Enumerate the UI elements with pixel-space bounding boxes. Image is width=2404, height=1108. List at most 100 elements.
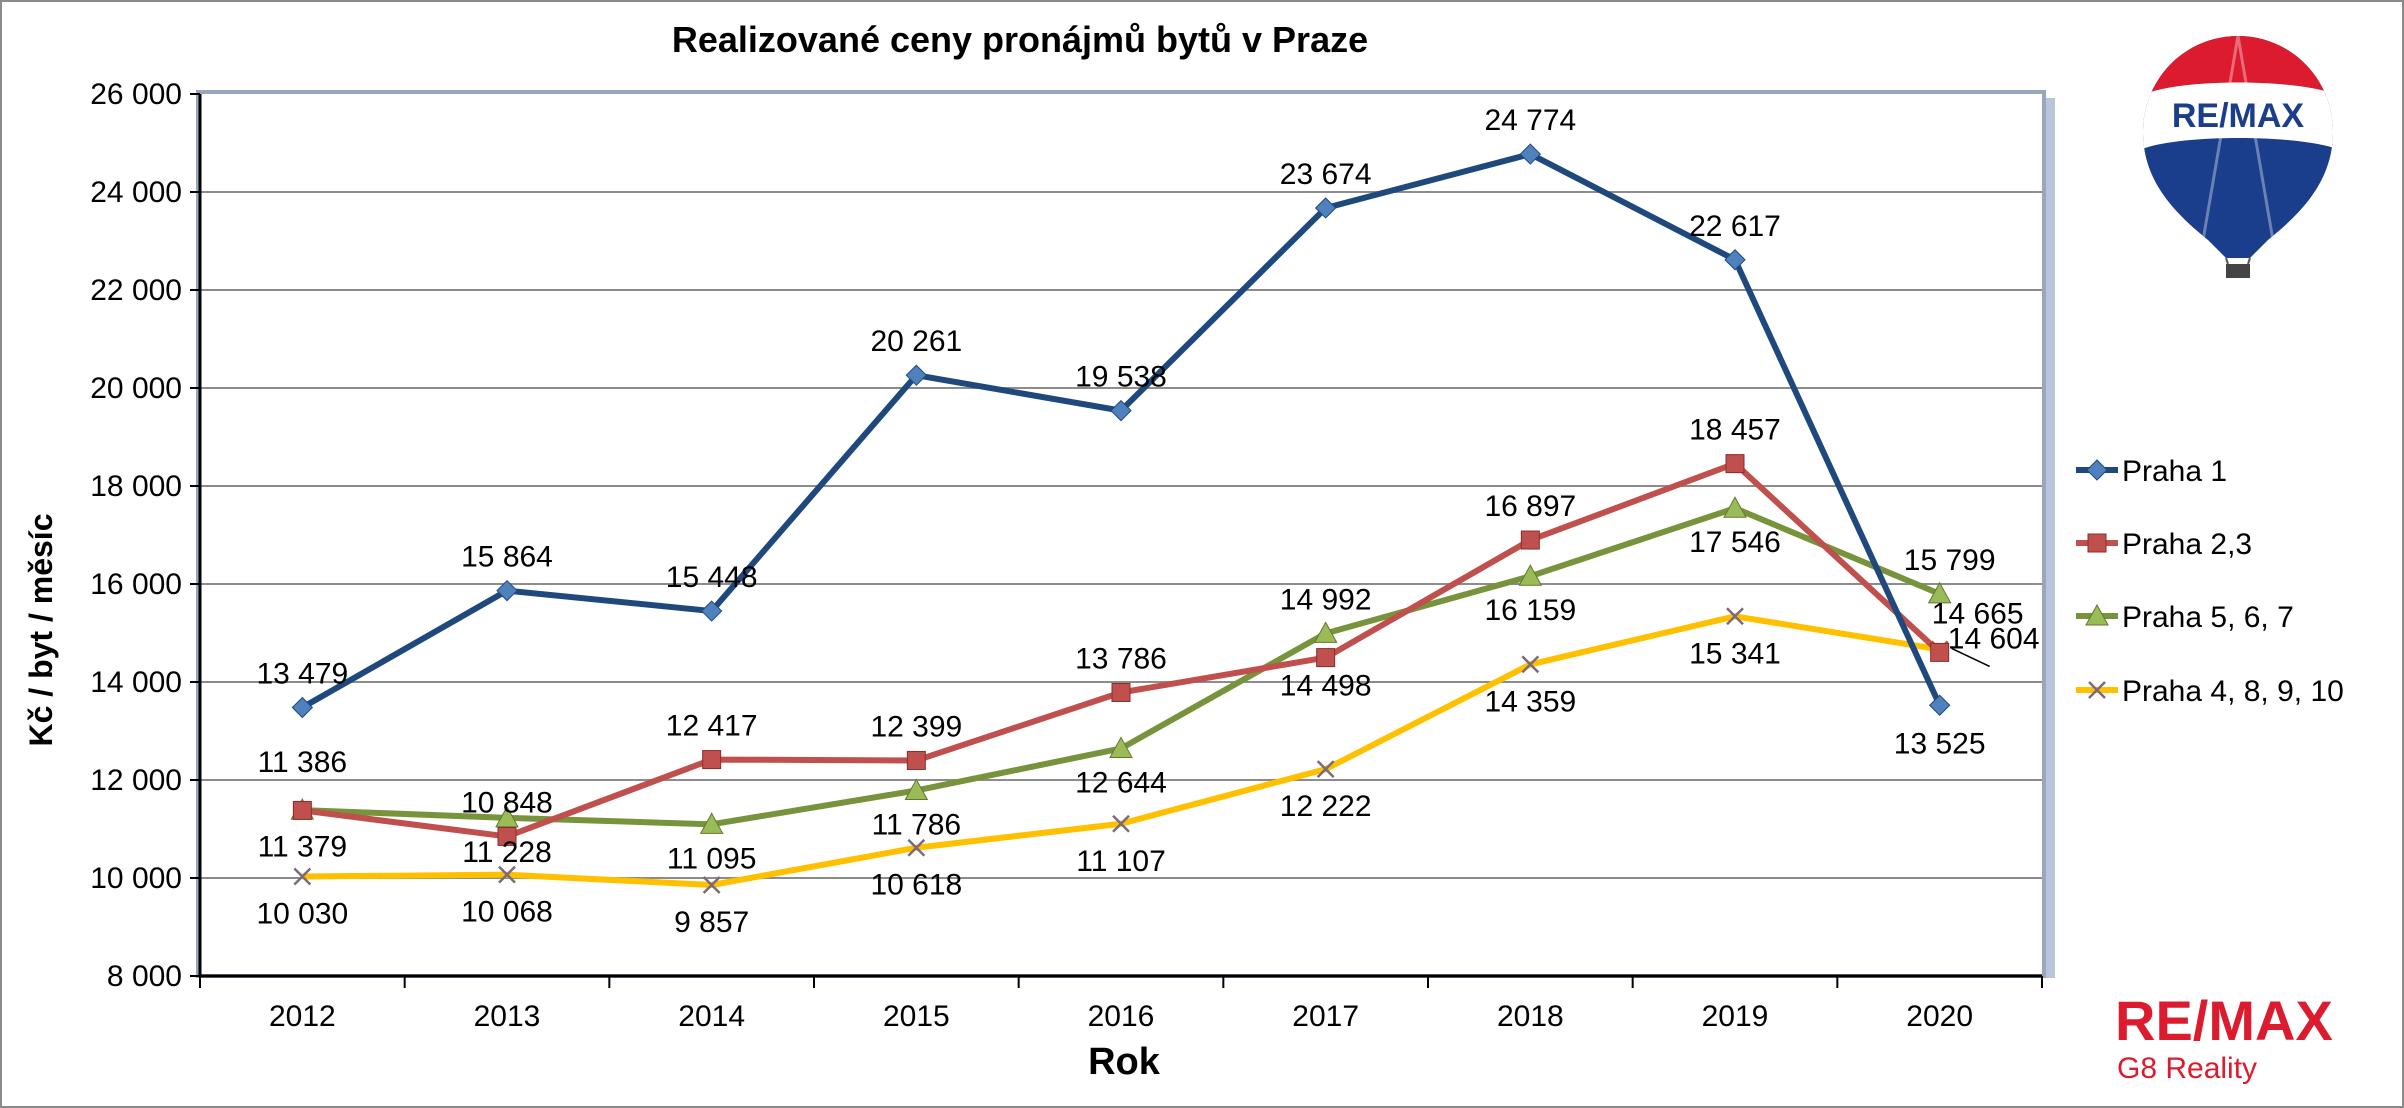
x-tick-label: 2013 xyxy=(474,1000,541,1033)
data-labels: 13 479 15 864 15 448 20 261 19 538 23 674 24 7… xyxy=(256,104,2039,939)
data-point xyxy=(495,805,519,828)
data-point xyxy=(496,579,518,602)
data-point xyxy=(1316,760,1335,779)
data-label: 12 644 xyxy=(1075,766,1167,799)
data-point xyxy=(292,800,312,820)
data-label: 10 618 xyxy=(870,869,962,902)
data-point xyxy=(1723,496,1747,518)
x-tick-label: 2020 xyxy=(1906,1000,1973,1033)
data-label: 11 786 xyxy=(872,808,962,841)
brand-subtitle: G8 Reality xyxy=(2117,1052,2257,1085)
data-label: 14 359 xyxy=(1484,685,1576,718)
data-label: 18 457 xyxy=(1689,414,1781,447)
legend-item: Praha 4, 8, 9, 10 xyxy=(2076,675,2344,708)
data-label: 11 107 xyxy=(1076,845,1166,878)
data-label: 22 617 xyxy=(1689,210,1781,243)
data-label: 19 538 xyxy=(1075,361,1167,394)
data-label: 20 261 xyxy=(870,325,962,358)
data-label: 15 448 xyxy=(666,561,758,594)
data-label: 12 222 xyxy=(1280,790,1372,823)
data-label: 9 857 xyxy=(674,906,749,939)
data-point xyxy=(1519,143,1542,165)
data-label: 11 228 xyxy=(462,836,552,869)
x-tick-label: 2015 xyxy=(883,1000,950,1033)
data-point xyxy=(1109,736,1133,758)
x-tick-label: 2014 xyxy=(678,1000,745,1033)
data-label: 14 498 xyxy=(1280,670,1372,703)
data-label: 13 525 xyxy=(1894,727,1986,760)
data-point xyxy=(905,364,928,386)
data-label: 23 674 xyxy=(1280,158,1372,191)
y-tick-label: 18 000 xyxy=(90,470,182,503)
label-leader-line xyxy=(1951,647,1990,668)
legend-label: Praha 1 xyxy=(2122,455,2227,488)
data-label: 15 864 xyxy=(461,541,553,574)
data-label: 15 341 xyxy=(1689,637,1781,670)
data-point xyxy=(1316,648,1336,668)
legend-marker xyxy=(2088,681,2106,699)
y-tick-label: 12 000 xyxy=(90,764,182,797)
data-label: 14 665 xyxy=(1932,597,2024,630)
data-point xyxy=(1112,814,1130,833)
data-point xyxy=(1930,642,1950,662)
legend-label: Praha 2,3 xyxy=(2122,528,2252,561)
data-label: 11 379 xyxy=(258,830,348,863)
balloon-logo: RE/MAX xyxy=(2143,36,2333,278)
y-tick-label: 10 000 xyxy=(90,862,182,895)
data-point xyxy=(1928,694,1951,716)
series-2 xyxy=(292,454,1950,846)
data-label: 16 897 xyxy=(1484,490,1576,523)
legend-marker xyxy=(2085,603,2109,626)
y-tick-label: 8 000 xyxy=(107,960,182,993)
data-point xyxy=(291,696,314,719)
data-point xyxy=(1313,621,1338,643)
data-label: 17 546 xyxy=(1689,526,1781,559)
data-point xyxy=(1518,564,1543,586)
legend: Praha 1 Praha 2,3 Praha 5, 6, 7 Praha 4, 8,… xyxy=(2076,455,2344,708)
data-point xyxy=(1110,399,1132,422)
data-point xyxy=(1314,197,1337,219)
y-axis-title: Kč / byt / měsíc xyxy=(23,514,59,747)
y-tick-label: 26 000 xyxy=(90,78,182,111)
legend-item: Praha 5, 6, 7 xyxy=(2076,601,2294,634)
data-label: 13 479 xyxy=(256,658,348,691)
data-label: 12 417 xyxy=(666,710,758,743)
data-point xyxy=(699,812,724,834)
data-label: 14 604 xyxy=(1948,622,2040,655)
data-point xyxy=(702,750,722,770)
legend-marker xyxy=(2087,533,2107,553)
y-tick-label: 16 000 xyxy=(90,568,182,601)
data-point xyxy=(906,750,926,770)
data-label: 11 095 xyxy=(667,842,757,875)
data-point xyxy=(907,838,926,857)
legend-label: Praha 4, 8, 9, 10 xyxy=(2122,675,2344,708)
series-group xyxy=(290,143,1952,894)
balloon-basket xyxy=(2226,264,2250,278)
data-label: 12 399 xyxy=(870,710,962,743)
data-point xyxy=(1725,454,1745,474)
x-tick-label: 2018 xyxy=(1497,1000,1564,1033)
data-point xyxy=(1927,581,1952,604)
data-point xyxy=(293,867,312,886)
y-tick-label: 14 000 xyxy=(90,666,182,699)
data-point xyxy=(702,876,721,894)
y-tick-label: 22 000 xyxy=(90,274,182,307)
data-point xyxy=(497,826,517,846)
x-tick-label: 2017 xyxy=(1292,1000,1359,1033)
data-label: 14 992 xyxy=(1280,583,1372,616)
axes: 8 000 10 000 12 000 14 000 16 000 18 000 20 00… xyxy=(90,78,2043,1033)
legend-item: Praha 1 xyxy=(2076,455,2227,488)
data-label: 13 786 xyxy=(1075,642,1167,675)
x-tick-label: 2016 xyxy=(1088,1000,1155,1033)
data-label: 10 848 xyxy=(461,786,553,819)
data-point xyxy=(1724,249,1746,271)
legend-label: Praha 5, 6, 7 xyxy=(2122,601,2294,634)
x-tick-label: 2019 xyxy=(1702,1000,1769,1033)
x-axis-title: Rok xyxy=(1088,1041,1161,1083)
data-label: 24 774 xyxy=(1484,104,1576,137)
data-point xyxy=(904,778,929,800)
data-point xyxy=(1521,655,1540,674)
series-4 xyxy=(293,607,1949,894)
data-point xyxy=(700,600,723,622)
